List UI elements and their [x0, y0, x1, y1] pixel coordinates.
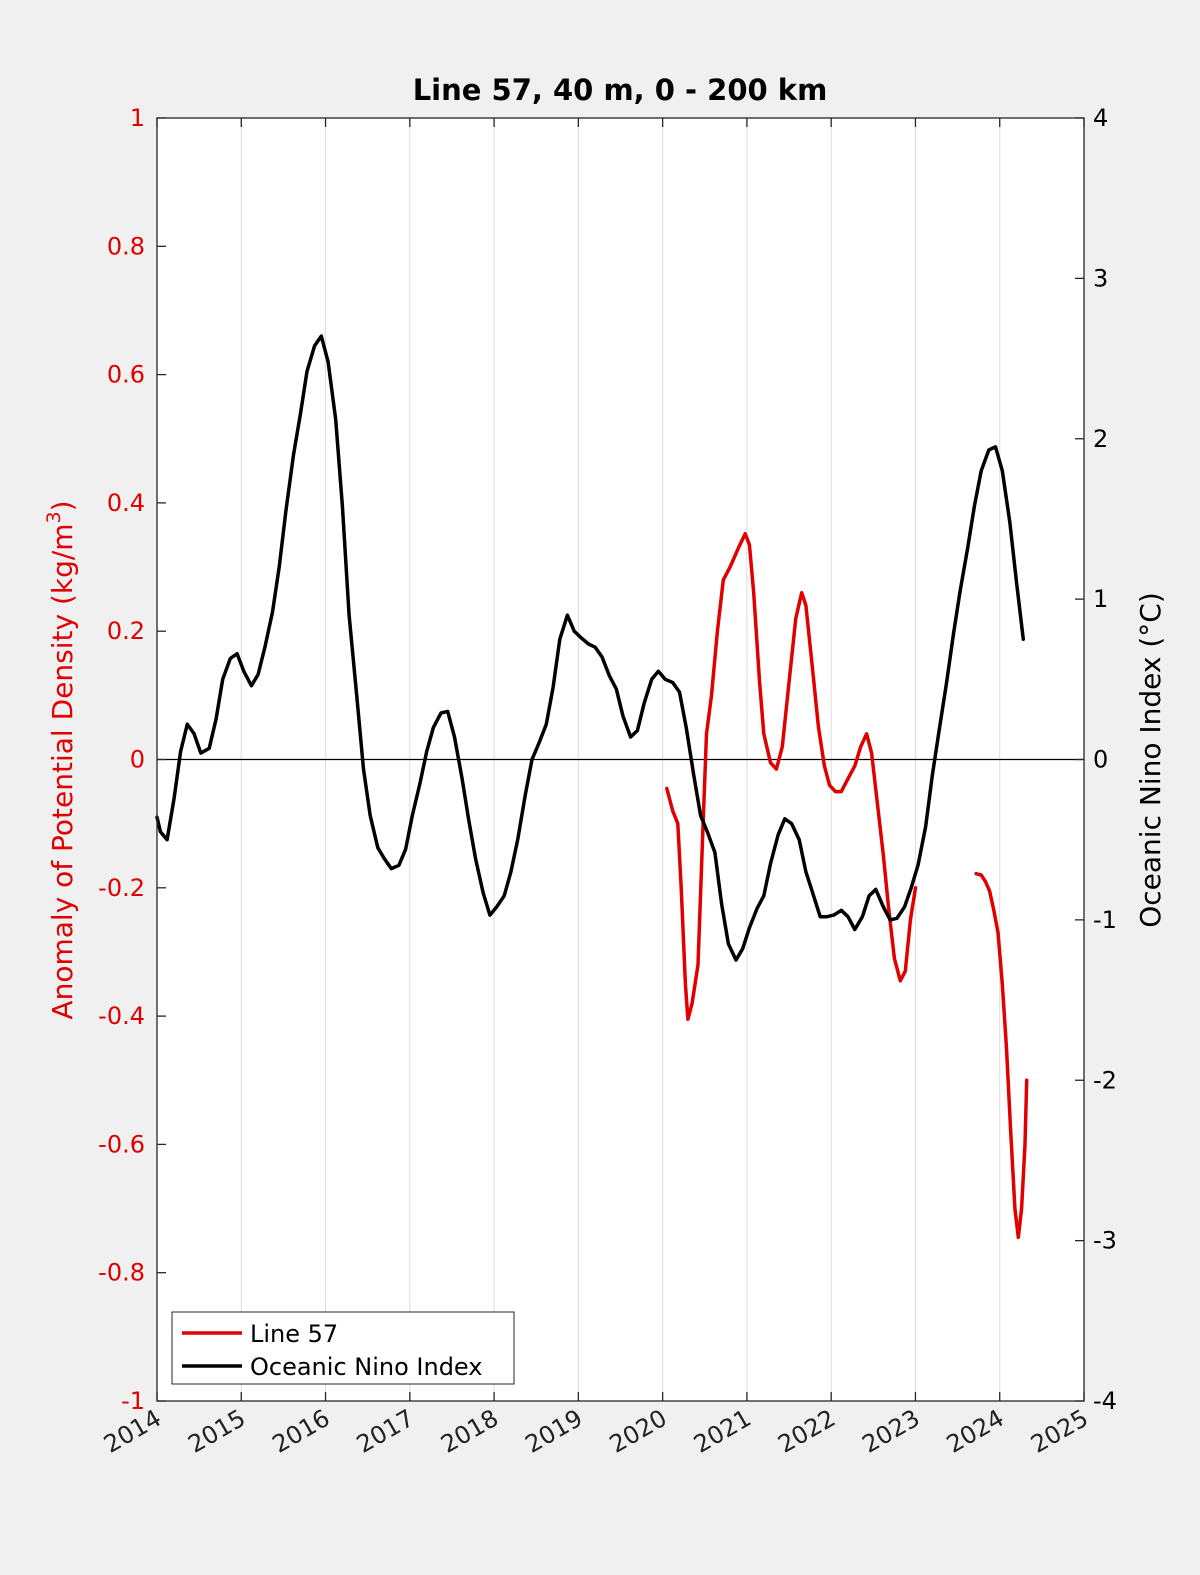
y-right-tick-label: 0 [1093, 746, 1108, 774]
oni-series-segment-0 [155, 334, 1026, 962]
y-left-tick-label: 0.6 [107, 361, 145, 389]
y-left-tick-label: 0.4 [107, 489, 145, 517]
y-right-tick-label: 2 [1093, 425, 1108, 453]
y-left-tick-label: -0.8 [98, 1259, 145, 1287]
y-left-tick-label: 0 [130, 746, 145, 774]
line-57-series-segment-0 [665, 531, 918, 1022]
chart-title: Line 57, 40 m, 0 - 200 km [413, 73, 828, 107]
left-axis: 1 0.8 0.6 0.4 0.2 0 -0.2 -0.4 -0.6 -0.8 -1 [98, 104, 166, 1415]
legend-box [171, 1311, 515, 1385]
y-left-tick-label: -1 [121, 1387, 145, 1415]
right-axis: 4 3 2 1 0 -1 -2 -3 -4 [1075, 104, 1117, 1415]
y-left-tick-label: 1 [130, 104, 145, 132]
y-left-tick-label: -0.6 [98, 1130, 145, 1158]
y-axis-right-label: Oceanic Nino Index (°C) [1134, 592, 1167, 928]
y-right-tick-label: -1 [1093, 906, 1117, 934]
y-left-tick-label: -0.4 [98, 1002, 145, 1030]
legend: Line 57 Oceanic Nino Index [171, 1311, 515, 1385]
y-left-tick-label: -0.2 [98, 874, 145, 902]
y-right-tick-label: 3 [1093, 264, 1108, 292]
y-right-tick-label: 4 [1093, 104, 1108, 132]
legend-label-oni: Oceanic Nino Index [250, 1353, 482, 1381]
y-right-tick-label: -2 [1093, 1066, 1117, 1094]
y-right-tick-label: 1 [1093, 585, 1108, 613]
y-left-tick-label: 0.8 [107, 232, 145, 260]
y-axis-left-label: Anomaly of Potential Density (kg/m3) [43, 500, 79, 1019]
series-layer [155, 334, 1029, 1240]
line-57-series-segment-1 [974, 871, 1029, 1240]
y-left-tick-label: 0.2 [107, 617, 145, 645]
legend-label-line-57: Line 57 [250, 1320, 338, 1348]
y-right-tick-label: -3 [1093, 1227, 1117, 1255]
y-right-tick-label: -4 [1093, 1387, 1117, 1415]
